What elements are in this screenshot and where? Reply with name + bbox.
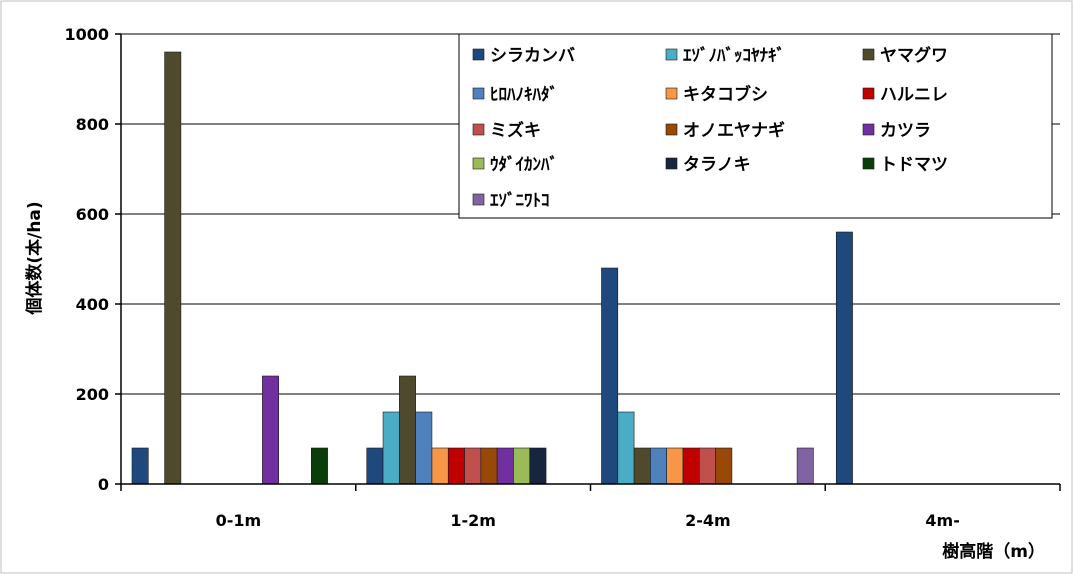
legend-label: ヤマグワ — [880, 45, 948, 66]
bar — [131, 447, 149, 485]
x-tick-label: 1-2m — [450, 511, 496, 530]
legend-label: ｴｿﾞﾆﾜﾄｺ — [490, 190, 550, 211]
bar — [382, 411, 400, 485]
x-tick-labels: 0-1m 1-2m 2-4m 4m- — [216, 511, 960, 530]
legend-swatch — [862, 157, 875, 170]
bar — [601, 267, 619, 485]
legend-swatch — [862, 123, 875, 136]
x-tick-label: 2-4m — [685, 511, 731, 530]
bar — [698, 447, 716, 485]
bar — [650, 447, 668, 485]
bar — [835, 231, 853, 485]
bar — [464, 447, 482, 485]
x-tick-label: 0-1m — [216, 511, 262, 530]
legend-swatch — [862, 48, 875, 61]
legend-label: ｴｿﾞﾉﾊﾞｯｺﾔﾅｷﾞ — [683, 45, 785, 66]
bar — [366, 447, 384, 485]
legend-label: キタコブシ — [683, 84, 768, 105]
bar — [415, 411, 433, 485]
y-tick-label: 0 — [98, 475, 109, 494]
legend-swatch — [665, 123, 678, 136]
bar — [513, 447, 531, 485]
bar — [617, 411, 635, 485]
bar — [682, 447, 700, 485]
legend-swatch — [472, 157, 485, 170]
bar — [480, 447, 498, 485]
legend-label: ﾋﾛﾊﾉｷﾊﾀﾞ — [490, 84, 558, 105]
y-axis-title: 個体数(本/ha) — [24, 201, 45, 315]
legend-swatch — [472, 48, 485, 61]
bar — [715, 447, 733, 485]
y-tick-label: 600 — [76, 205, 109, 224]
legend-label: ハルニレ — [880, 85, 948, 105]
bar — [431, 447, 449, 485]
x-tick-label: 4m- — [925, 511, 959, 530]
legend-label: トドマツ — [880, 155, 948, 175]
bar — [796, 447, 814, 485]
bars — [131, 51, 853, 485]
legend-swatch — [665, 48, 678, 61]
legend-swatch — [472, 87, 485, 100]
bar — [310, 447, 328, 485]
bar — [447, 447, 465, 485]
bar — [633, 447, 651, 485]
bar — [666, 447, 684, 485]
y-tick-labels: 0 200 400 600 800 1000 — [64, 25, 109, 494]
bar — [496, 447, 514, 485]
legend-swatch — [862, 87, 875, 100]
legend-label: オノエヤナギ — [683, 121, 785, 141]
legend-swatch — [665, 87, 678, 100]
bar — [262, 375, 279, 485]
legend-label: ｳﾀﾞｲｶﾝﾊﾞ — [490, 154, 558, 175]
legend-swatch — [472, 193, 485, 206]
bar — [399, 375, 416, 485]
legend-box — [458, 33, 1053, 219]
x-axis-title: 樹高階（m） — [942, 541, 1045, 562]
y-tick-label: 400 — [76, 295, 109, 314]
y-tick-label: 200 — [76, 385, 109, 404]
legend-label: ミズキ — [490, 120, 541, 141]
legend-label: シラカンバ — [490, 46, 575, 66]
legend-swatch — [472, 123, 485, 136]
y-tick-label: 800 — [76, 115, 109, 134]
bar — [164, 51, 182, 485]
legend: シラカンバ ｴｿﾞﾉﾊﾞｯｺﾔﾅｷﾞ ヤマグワ ﾋﾛﾊﾉｷﾊﾀﾞ キタコブシ ハルニレミズ… — [458, 33, 1053, 219]
y-tick-label: 1000 — [64, 25, 109, 44]
bar — [529, 447, 547, 485]
legend-label: カツラ — [880, 121, 931, 141]
legend-swatch — [665, 157, 678, 170]
axes — [115, 33, 1061, 491]
legend-label: タラノキ — [683, 155, 751, 175]
